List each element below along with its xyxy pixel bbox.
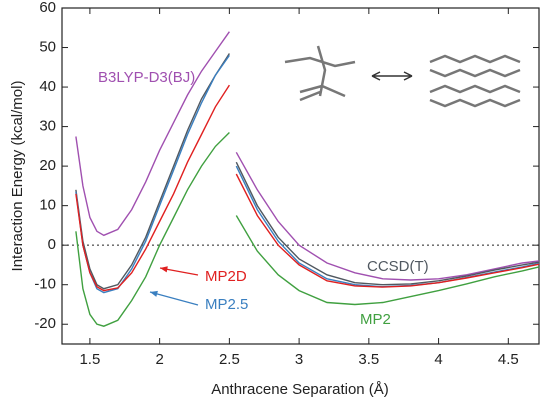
x-tick-label: 2 — [155, 351, 163, 368]
stacked-dimer-top — [430, 56, 520, 76]
x-tick-label: 2.5 — [219, 351, 240, 368]
chart: Anthracene Separation (Å) Interaction En… — [0, 0, 540, 404]
stacked-dimer-bottom — [430, 86, 520, 106]
y-tick-label: 60 — [39, 0, 56, 16]
series-label: CCSD(T) — [367, 258, 429, 275]
series-label: MP2D — [205, 268, 247, 285]
x-axis-label: Anthracene Separation (Å) — [211, 381, 389, 398]
series-line — [76, 133, 539, 327]
y-tick-label: 40 — [39, 78, 56, 95]
double-arrow — [372, 72, 412, 80]
x-tick-label: 1.5 — [79, 351, 100, 368]
x-tick-label: 3 — [295, 351, 303, 368]
series-label: B3LYP-D3(BJ) — [98, 69, 195, 86]
y-tick-label: -20 — [34, 315, 56, 332]
label-arrowhead — [160, 266, 168, 272]
series-line — [76, 85, 539, 291]
y-tick-label: -10 — [34, 276, 56, 293]
y-tick-label: 20 — [39, 157, 56, 174]
y-axis-label: Interaction Energy (kcal/mol) — [9, 81, 26, 272]
x-tick-label: 4.5 — [498, 351, 519, 368]
y-tick-label: 0 — [48, 236, 56, 253]
series-label: MP2.5 — [205, 296, 248, 313]
y-tick-label: 50 — [39, 38, 56, 55]
t-shaped-dimer — [285, 46, 355, 100]
label-arrow — [150, 292, 198, 305]
x-tick-label: 4 — [434, 351, 442, 368]
y-tick-label: 30 — [39, 118, 56, 135]
series-label: MP2 — [360, 311, 391, 328]
molecule-illustration — [285, 46, 520, 106]
y-tick-label: 10 — [39, 197, 56, 214]
x-tick-label: 3.5 — [358, 351, 379, 368]
